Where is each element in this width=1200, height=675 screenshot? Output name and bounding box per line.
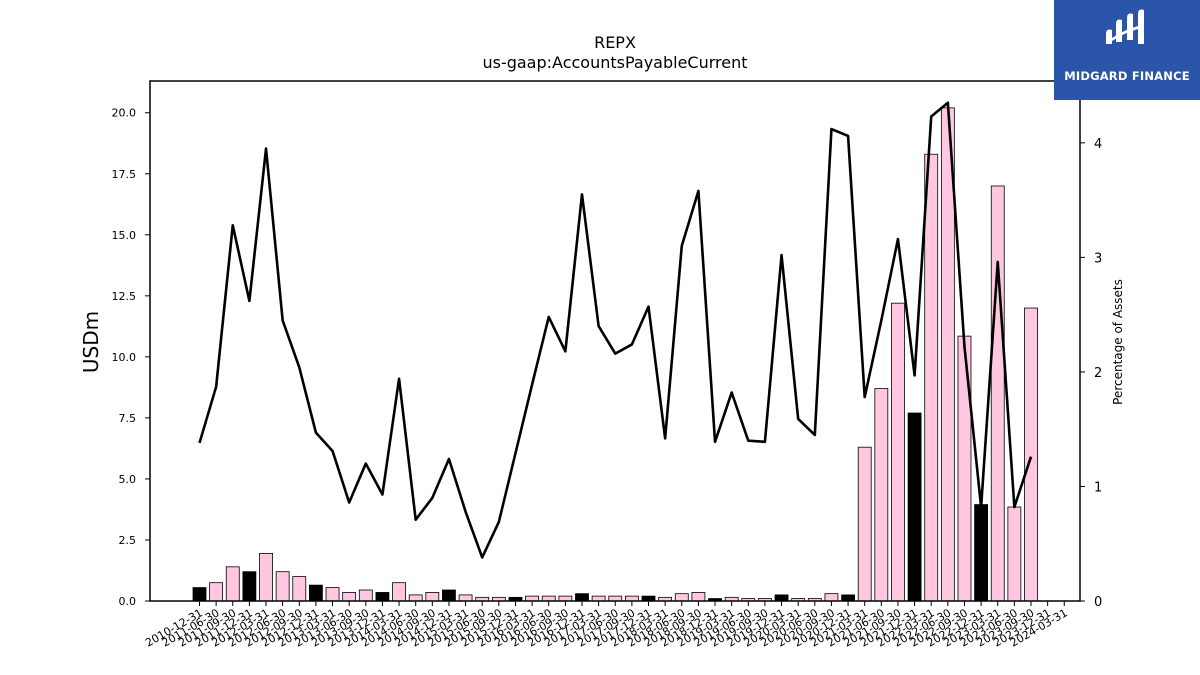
bar-2012-09-30 <box>292 576 307 602</box>
bar-2013-06-30 <box>342 592 357 602</box>
chart-subtitle: us-gaap:AccountsPayableCurrent <box>482 53 747 72</box>
bar-2014-09-30 <box>425 592 440 602</box>
y-tick-label: 17.5 <box>112 168 137 181</box>
bar-2015-03-31 <box>458 594 473 602</box>
plot-frame <box>149 80 1081 602</box>
bar-2014-03-31 <box>392 582 406 602</box>
chart-title: REPX <box>594 33 636 52</box>
bar-2016-12-31 <box>575 593 589 602</box>
percentage-line <box>198 101 1033 559</box>
y2-tick-label: 4 <box>1094 137 1102 152</box>
bar-2010-12-31 <box>192 587 207 602</box>
y-ticks: 0.0 2.5 5.0 7.5 10.0 12.5 15.0 17.5 20.0 <box>112 107 150 608</box>
bar-2023-06-30 <box>1007 506 1022 602</box>
bar-2014-12-31 <box>442 589 456 602</box>
bar-2020-12-31 <box>841 594 855 602</box>
bar-2014-06-30 <box>408 594 423 602</box>
bar-2011-06-30 <box>209 582 224 602</box>
bar-2013-03-31 <box>325 587 340 602</box>
bar-2011-12-31 <box>242 571 257 602</box>
bar-2013-09-30 <box>358 589 373 602</box>
bar-2022-09-30 <box>957 335 972 602</box>
bar-2022-03-31 <box>924 153 939 602</box>
brand-name: MIDGARD FINANCE <box>1064 69 1190 83</box>
y2-tick-label: 1 <box>1094 480 1102 495</box>
y-tick-label: 15.0 <box>112 229 137 242</box>
y-tick-label: 2.5 <box>119 534 137 547</box>
y2-tick-label: 2 <box>1094 366 1102 381</box>
y-tick-label: 5.0 <box>119 473 137 486</box>
y-tick-label: 0.0 <box>119 595 137 608</box>
bar-2012-06-30 <box>275 571 290 602</box>
bar-2021-12-31 <box>907 412 922 602</box>
bar-2011-09-30 <box>225 566 240 602</box>
y-tick-label: 7.5 <box>119 412 137 425</box>
bar-2021-09-30 <box>891 302 905 602</box>
bar-2012-03-31 <box>259 552 273 602</box>
brand-logo: MIDGARD FINANCE <box>1054 0 1200 100</box>
y-tick-label: 20.0 <box>112 107 137 120</box>
line-group <box>198 101 1033 559</box>
bar-2012-12-31 <box>309 584 323 602</box>
bar-2018-09-30 <box>691 592 706 602</box>
y2-tick-label: 0 <box>1094 595 1102 610</box>
bar-2023-09-30 <box>1024 307 1038 602</box>
bar-2023-03-31 <box>990 185 1005 602</box>
bar-2021-06-30 <box>874 388 889 602</box>
x-ticks: 2010-12-312011-06-302011-09-302011-12-31… <box>143 601 1070 650</box>
bar-2022-12-31 <box>974 504 989 602</box>
midgard-logo-icon <box>1106 9 1144 44</box>
y-tick-label: 12.5 <box>112 290 137 303</box>
bars-group <box>192 107 1038 602</box>
y-tick-label: 10.0 <box>112 351 137 364</box>
bar-2020-09-30 <box>824 593 839 602</box>
bar-2021-03-31 <box>857 446 872 602</box>
y2-axis-label: Percentage of Assets <box>1111 279 1125 405</box>
bar-2018-06-30 <box>674 593 689 602</box>
y-axis-label: USDm <box>79 311 103 373</box>
bar-2019-12-31 <box>774 594 789 602</box>
y2-ticks: 0 1 2 3 4 <box>1080 137 1102 610</box>
bar-2013-12-31 <box>375 592 390 602</box>
y2-tick-label: 3 <box>1094 251 1102 266</box>
